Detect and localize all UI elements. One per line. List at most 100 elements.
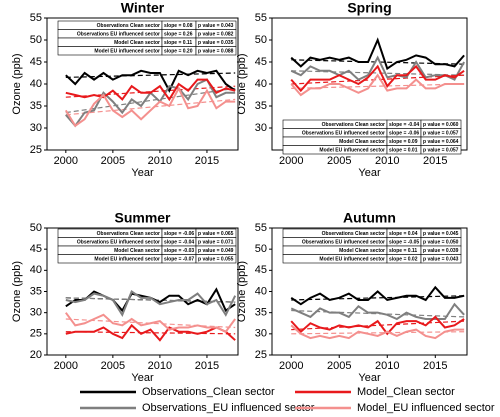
table-text: p value = 0.049 xyxy=(198,248,234,254)
table-text: Observations Clean sector xyxy=(322,122,385,128)
x-tick-label: 2005 xyxy=(101,360,125,372)
x-tick-label: 2000 xyxy=(279,360,303,372)
x-tick-label: 2015 xyxy=(423,155,447,167)
table-text: slope = -0.04 xyxy=(164,240,194,246)
trend-line xyxy=(291,295,465,301)
y-tick-label: 35 xyxy=(255,100,267,112)
x-axis-label: Year xyxy=(358,167,381,179)
y-tick-label: 30 xyxy=(255,328,267,340)
table-text: Observations Clean sector xyxy=(97,23,160,29)
table-text: p value = 0.065 xyxy=(198,231,234,237)
x-axis-label: Year xyxy=(131,167,154,179)
table-text: slope = 0.09 xyxy=(389,139,418,145)
y-tick-label: 35 xyxy=(30,285,42,297)
table-text: Observations EU influenced sector xyxy=(77,240,160,246)
data-line xyxy=(65,323,236,342)
table-text: Model Clean sector xyxy=(339,139,385,145)
table-text: slope = -0.03 xyxy=(164,248,194,254)
y-tick-label: 30 xyxy=(30,122,42,134)
data-line xyxy=(290,285,465,306)
data-line xyxy=(65,78,236,128)
data-line xyxy=(290,73,465,97)
panel-title: Autumn xyxy=(343,210,396,226)
y-tick-label: 45 xyxy=(30,243,42,255)
y-axis-label: Ozone (ppb) xyxy=(11,261,23,322)
table-text: p value = 0.043 xyxy=(423,257,459,263)
y-tick-label: 55 xyxy=(255,222,267,234)
data-line xyxy=(65,69,236,93)
data-line xyxy=(290,302,465,321)
legend-label: Model_Clean sector xyxy=(357,386,455,398)
y-tick-label: 50 xyxy=(30,34,42,46)
data-line xyxy=(290,64,465,93)
table-text: Observations EU influenced sector xyxy=(77,32,160,38)
table-text: Model EU influenced sector xyxy=(319,148,385,154)
table-cell xyxy=(420,145,462,155)
legend-label: Model_EU influenced sector xyxy=(357,402,495,414)
data-line xyxy=(290,324,465,340)
y-tick-label: 35 xyxy=(30,100,42,112)
table-text: slope = -0.05 xyxy=(389,240,419,246)
y-tick-label: 40 xyxy=(255,285,267,297)
data-line xyxy=(290,37,465,71)
y-tick-label: 45 xyxy=(255,264,267,276)
y-tick-label: 55 xyxy=(255,12,267,24)
y-tick-label: 55 xyxy=(30,12,42,24)
data-line xyxy=(64,86,236,128)
panel-title: Spring xyxy=(347,0,391,16)
table-text: slope = 0.04 xyxy=(389,231,418,237)
table-text: Observations EU influenced sector xyxy=(302,131,385,137)
table-text: Observations Clean sector xyxy=(322,231,385,237)
legend-label: Observations_Clean sector xyxy=(142,386,275,398)
y-axis-label: Ozone (ppb) xyxy=(236,53,248,114)
data-line xyxy=(65,289,237,317)
table-text: slope = 0.02 xyxy=(389,257,418,263)
y-tick-label: 50 xyxy=(255,243,267,255)
x-tick-label: 2000 xyxy=(54,155,78,167)
trend-line xyxy=(65,297,236,303)
table-text: p value = 0.060 xyxy=(423,122,459,128)
x-tick-label: 2005 xyxy=(101,155,125,167)
x-tick-label: 2010 xyxy=(148,360,172,372)
x-tick-label: 2015 xyxy=(423,360,447,372)
x-axis-label: Year xyxy=(358,372,381,384)
table-text: slope = 0.20 xyxy=(164,49,193,55)
y-axis-label: Ozone (ppb) xyxy=(236,261,248,322)
y-tick-label: 40 xyxy=(255,78,267,90)
x-tick-label: 2000 xyxy=(54,360,78,372)
y-tick-label: 50 xyxy=(30,222,42,234)
table-text: slope = 0.08 xyxy=(164,23,193,29)
table-text: p value = 0.082 xyxy=(198,32,234,38)
table-text: slope = 0.26 xyxy=(164,32,193,38)
table-text: p value = 0.035 xyxy=(198,40,234,46)
table-text: Model Clean sector xyxy=(339,248,385,254)
data-line xyxy=(290,55,465,81)
table-cell xyxy=(195,46,237,56)
table-text: slope = -0.07 xyxy=(164,257,194,263)
table-text: slope = -0.06 xyxy=(389,131,419,137)
y-tick-label: 30 xyxy=(30,307,42,319)
x-tick-label: 2010 xyxy=(148,155,172,167)
trend-line xyxy=(65,72,236,78)
x-tick-label: 2015 xyxy=(195,155,219,167)
table-cell xyxy=(195,254,237,264)
y-tick-label: 25 xyxy=(255,349,267,361)
y-tick-label: 30 xyxy=(255,122,267,134)
x-tick-label: 2015 xyxy=(195,360,219,372)
table-text: p value = 0.057 xyxy=(423,148,459,154)
table-text: Model EU influenced sector xyxy=(319,257,385,263)
trend-line xyxy=(291,331,465,335)
table-text: Model Clean sector xyxy=(114,248,160,254)
table-text: p value = 0.055 xyxy=(198,257,234,263)
legend-label: Observations_EU influenced sector xyxy=(142,402,315,414)
y-tick-label: 45 xyxy=(255,56,267,68)
x-tick-label: 2010 xyxy=(375,360,399,372)
table-text: Observations Clean sector xyxy=(97,231,160,237)
panel-title: Winter xyxy=(121,0,165,16)
y-tick-label: 25 xyxy=(30,328,42,340)
table-text: p value = 0.043 xyxy=(198,23,234,29)
table-text: p value = 0.071 xyxy=(198,240,234,246)
x-tick-label: 2000 xyxy=(279,155,303,167)
y-tick-label: 50 xyxy=(255,34,267,46)
